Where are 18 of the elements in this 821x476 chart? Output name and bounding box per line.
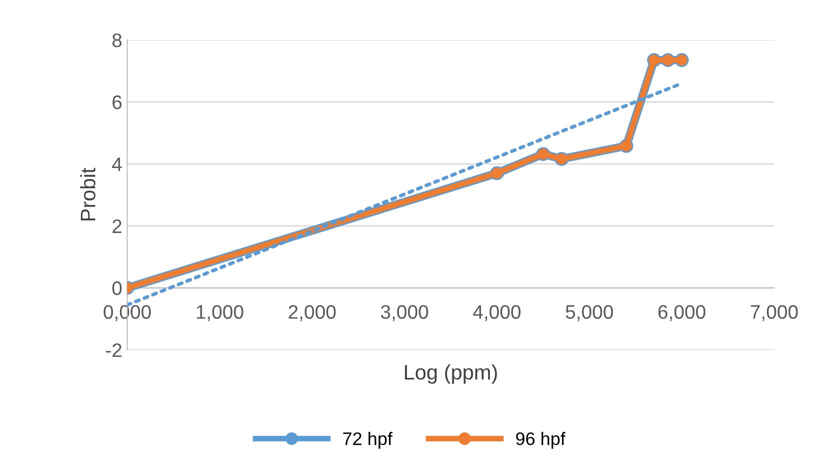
x-tick-label: 1,000 [196,305,244,322]
y-tick-label: 2 [112,219,122,233]
x-tick-label: 0,000 [104,305,151,322]
y-tick-label: 8 [112,33,122,48]
x-tick-label: 7,000 [750,305,798,322]
y-tick-label: 6 [112,95,122,110]
x-tick-label: 6,000 [658,305,706,322]
y-axis-title: Probit [80,168,96,220]
y-tick-label: 4 [112,158,122,171]
x-tick-label: 3,000 [380,305,428,322]
x-tick-label: 4,000 [473,305,521,322]
y-tick-label: 0 [112,281,122,296]
legend-label: 96 hpf [516,432,566,449]
y-tick-label: -2 [106,343,122,357]
x-axis-title: Log (ppm) [404,364,497,384]
x-tick-label: 2,000 [288,305,336,322]
x-tick-label: 5,000 [566,305,613,322]
legend-label: 72 hpf [343,432,392,449]
